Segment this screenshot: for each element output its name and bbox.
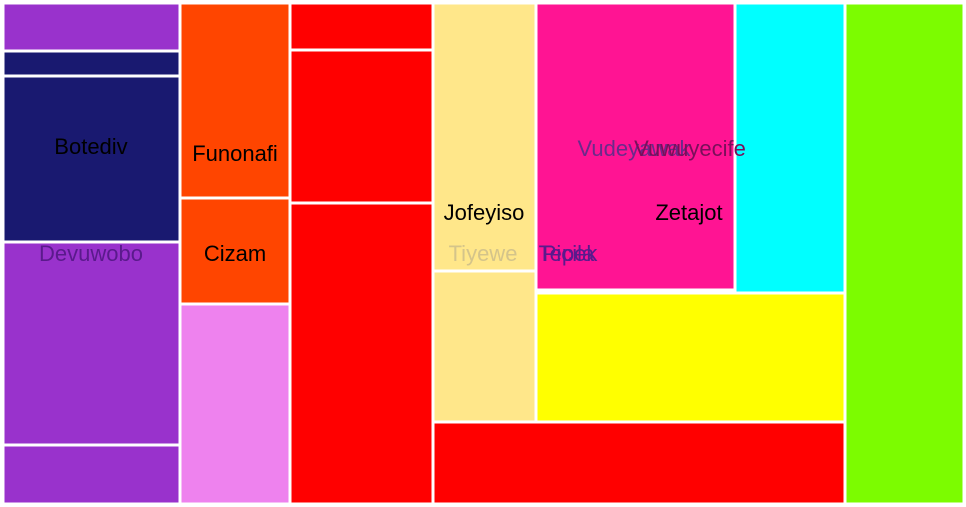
treemap-label: Tiyewe xyxy=(449,241,518,266)
treemap-label: Picila xyxy=(542,241,595,266)
treemap-cell[interactable] xyxy=(3,445,180,504)
treemap-cell[interactable] xyxy=(845,3,964,504)
treemap-cell[interactable] xyxy=(3,51,180,76)
treemap-labels: Botediv Devuwobo Funonafi Cizam Jofeyiso Tiye… xyxy=(39,134,746,266)
treemap-cell[interactable] xyxy=(180,198,290,304)
treemap-cell[interactable] xyxy=(290,3,433,50)
treemap-cell[interactable] xyxy=(180,304,290,504)
treemap-cell[interactable] xyxy=(536,3,735,290)
treemap-cell[interactable] xyxy=(290,50,433,203)
treemap-cell[interactable] xyxy=(433,271,536,422)
treemap-cell[interactable] xyxy=(735,3,845,293)
treemap-cell[interactable] xyxy=(3,3,180,51)
treemap-label: Funonafi xyxy=(192,141,278,166)
treemap-label: Zetajot xyxy=(655,200,722,225)
treemap-cell[interactable] xyxy=(3,76,180,242)
treemap-label: Vuwuyecife xyxy=(634,136,746,161)
treemap-cell[interactable] xyxy=(290,203,433,504)
treemap-cell[interactable] xyxy=(3,242,180,445)
treemap-cell[interactable] xyxy=(180,3,290,198)
treemap-label: Tepek xyxy=(539,241,599,266)
treemap-cell[interactable] xyxy=(536,293,845,422)
treemap-label: Cizam xyxy=(204,241,266,266)
treemap-label: Vudeyawak xyxy=(578,136,692,161)
treemap-cell[interactable] xyxy=(433,3,536,271)
treemap-label: Devuwobo xyxy=(39,241,143,266)
treemap-label: Jofeyiso xyxy=(444,200,525,225)
treemap-cell[interactable] xyxy=(433,422,845,504)
treemap-label: Botediv xyxy=(54,134,127,159)
treemap-cells xyxy=(3,3,964,504)
